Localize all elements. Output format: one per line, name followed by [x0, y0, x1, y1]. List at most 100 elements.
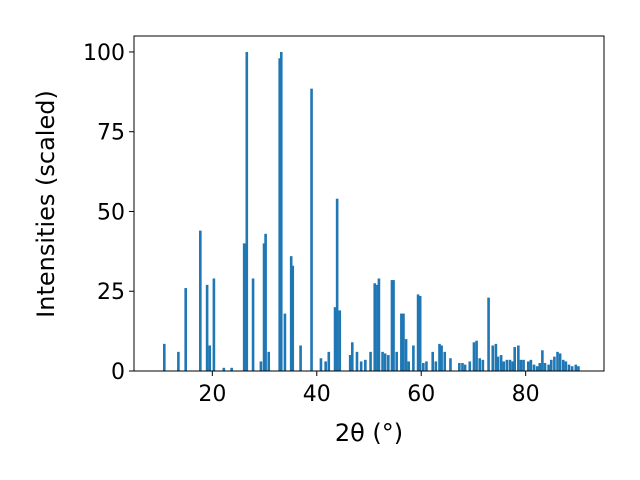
bar: [434, 361, 438, 371]
x-axis-label: 2θ (°): [335, 419, 403, 447]
bar: [538, 363, 542, 371]
bar: [310, 88, 313, 371]
bar: [278, 58, 281, 371]
bar: [324, 361, 327, 371]
bar: [431, 351, 435, 371]
bar: [522, 359, 525, 371]
bar: [199, 230, 202, 371]
bar: [184, 288, 187, 371]
plot-frame: [133, 35, 605, 372]
x-axis-ticks: 20 40 60 80: [198, 371, 540, 407]
bar: [402, 313, 405, 371]
bar: [558, 353, 562, 371]
bar: [481, 359, 485, 371]
bar: [549, 359, 553, 371]
y-axis-label: Intensities (scaled): [32, 90, 60, 318]
y-tick-label: 75: [97, 121, 125, 146]
bar: [478, 358, 482, 371]
bar: [333, 307, 337, 371]
x-tick-label: 40: [303, 382, 331, 407]
bar: [222, 367, 226, 371]
bar: [177, 351, 180, 371]
bar: [359, 361, 363, 371]
x-tick-label: 20: [198, 382, 226, 407]
bar: [335, 198, 339, 371]
bar: [556, 351, 559, 371]
bar: [461, 363, 464, 371]
bar: [418, 296, 422, 371]
y-tick-label: 100: [83, 41, 125, 66]
bar: [443, 351, 447, 371]
bar: [242, 243, 246, 371]
bar: [373, 283, 377, 371]
bar: [519, 359, 523, 371]
bar: [299, 345, 302, 371]
bar-series: [162, 51, 580, 371]
bar: [508, 359, 512, 371]
bar: [387, 355, 390, 371]
bar: [289, 256, 293, 371]
bar: [369, 351, 372, 371]
bar: [553, 356, 556, 371]
bar: [381, 351, 384, 371]
bar: [338, 310, 342, 371]
bar: [472, 342, 476, 371]
bar: [438, 343, 441, 371]
bar: [264, 233, 267, 371]
y-tick-label: 50: [97, 200, 125, 225]
bar: [162, 343, 166, 371]
y-tick-label: 25: [97, 280, 125, 305]
bar: [251, 278, 255, 371]
bar: [355, 351, 359, 371]
bar: [267, 351, 271, 371]
x-tick-label: 80: [512, 382, 540, 407]
bar: [468, 361, 472, 371]
bar: [570, 366, 574, 371]
bar: [279, 51, 283, 371]
bar: [577, 366, 580, 371]
bar: [449, 358, 452, 371]
bar: [574, 364, 578, 371]
bar: [494, 343, 498, 371]
bar: [364, 359, 367, 371]
bar: [529, 359, 533, 371]
bar: [412, 345, 415, 371]
bar: [505, 359, 509, 371]
bar: [262, 243, 266, 371]
y-axis-ticks: 0 25 50 75 100: [83, 41, 134, 385]
bar: [259, 361, 263, 371]
bar: [377, 278, 381, 371]
bar: [511, 361, 514, 371]
bar: [513, 347, 516, 371]
bar: [205, 284, 209, 371]
bar: [543, 363, 547, 371]
bar: [348, 355, 352, 371]
bar: [291, 265, 295, 371]
bar: [407, 361, 410, 371]
bar: [212, 278, 216, 371]
bar: [422, 363, 425, 371]
bar: [458, 363, 461, 371]
bar: [526, 361, 530, 371]
bar: [475, 340, 478, 371]
bar: [567, 364, 571, 371]
bar: [425, 361, 428, 371]
bar: [327, 351, 331, 371]
bar: [383, 353, 387, 371]
bar: [392, 280, 395, 371]
bar: [532, 364, 536, 371]
bar: [487, 297, 490, 371]
bar: [541, 350, 544, 371]
bar: [395, 351, 398, 371]
bar: [463, 364, 467, 371]
bar: [390, 280, 394, 371]
bar: [319, 358, 323, 371]
bar: [547, 364, 550, 371]
bar: [245, 51, 249, 371]
bar: [400, 313, 403, 371]
bar: [535, 366, 539, 371]
x-tick-label: 60: [407, 382, 435, 407]
y-tick-label: 0: [111, 360, 125, 385]
bar: [564, 361, 568, 371]
